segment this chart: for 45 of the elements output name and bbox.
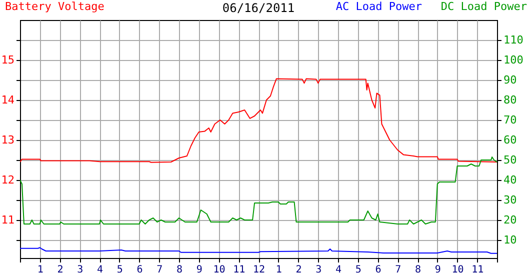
x-tick-label: 3 [77, 264, 84, 276]
text: DC Load Power [440, 0, 527, 13]
x-tick-label: 3 [316, 264, 322, 276]
y-tick-label: 11 [1, 214, 14, 226]
x-tick-label: 2 [296, 264, 302, 276]
x-tick-label: 10 [452, 264, 464, 276]
x-tick-label: 2 [57, 264, 64, 276]
x-tick-label: 6 [375, 264, 382, 276]
y2-tick-label: 80 [504, 94, 517, 106]
y2-tick-label: 50 [504, 154, 517, 166]
line-series [20, 156, 497, 224]
x-tick-label: 5 [355, 264, 362, 276]
x-tick-label: 11 [472, 264, 484, 276]
x-tick-label: 1 [276, 264, 282, 276]
text: Battery Voltage [5, 0, 104, 13]
x-tick-label: 1 [37, 264, 44, 276]
y-tick-label: 14 [1, 94, 15, 106]
x-tick-label: 10 [213, 264, 226, 276]
y2-tick-label: 40 [504, 174, 517, 186]
x-tick-label: 7 [395, 264, 402, 276]
y2-tick-label: 30 [504, 194, 517, 206]
y2-tick-label: 110 [504, 34, 524, 46]
x-tick-label: 7 [156, 264, 163, 276]
x-tick-label: 12 [252, 264, 266, 276]
y2-tick-label: 60 [504, 134, 517, 146]
y-tick-label: 15 [1, 54, 14, 66]
x-tick-label: 8 [414, 264, 422, 276]
x-tick-label: 9 [196, 264, 202, 276]
x-tick-label: 9 [434, 264, 441, 276]
y2-tick-label: 10 [504, 234, 517, 246]
y2-tick-label: 100 [504, 54, 524, 66]
chart-title: 06/16/2011 [222, 1, 295, 15]
x-tick-label: 4 [96, 264, 104, 276]
y2-tick-label: 70 [504, 114, 517, 126]
text: AC Load Power [336, 0, 422, 13]
y-tick-label: 12 [1, 174, 14, 186]
x-tick-label: 8 [176, 264, 183, 276]
y2-tick-label: 90 [504, 74, 517, 86]
x-tick-label: 5 [116, 264, 123, 276]
y-tick-label: 13 [1, 134, 14, 146]
x-tick-label: 6 [136, 264, 143, 276]
line-series [20, 78, 497, 163]
y2-tick-label: 20 [504, 214, 517, 226]
x-tick-label: 4 [335, 264, 342, 276]
x-tick-label: 11 [233, 264, 246, 276]
